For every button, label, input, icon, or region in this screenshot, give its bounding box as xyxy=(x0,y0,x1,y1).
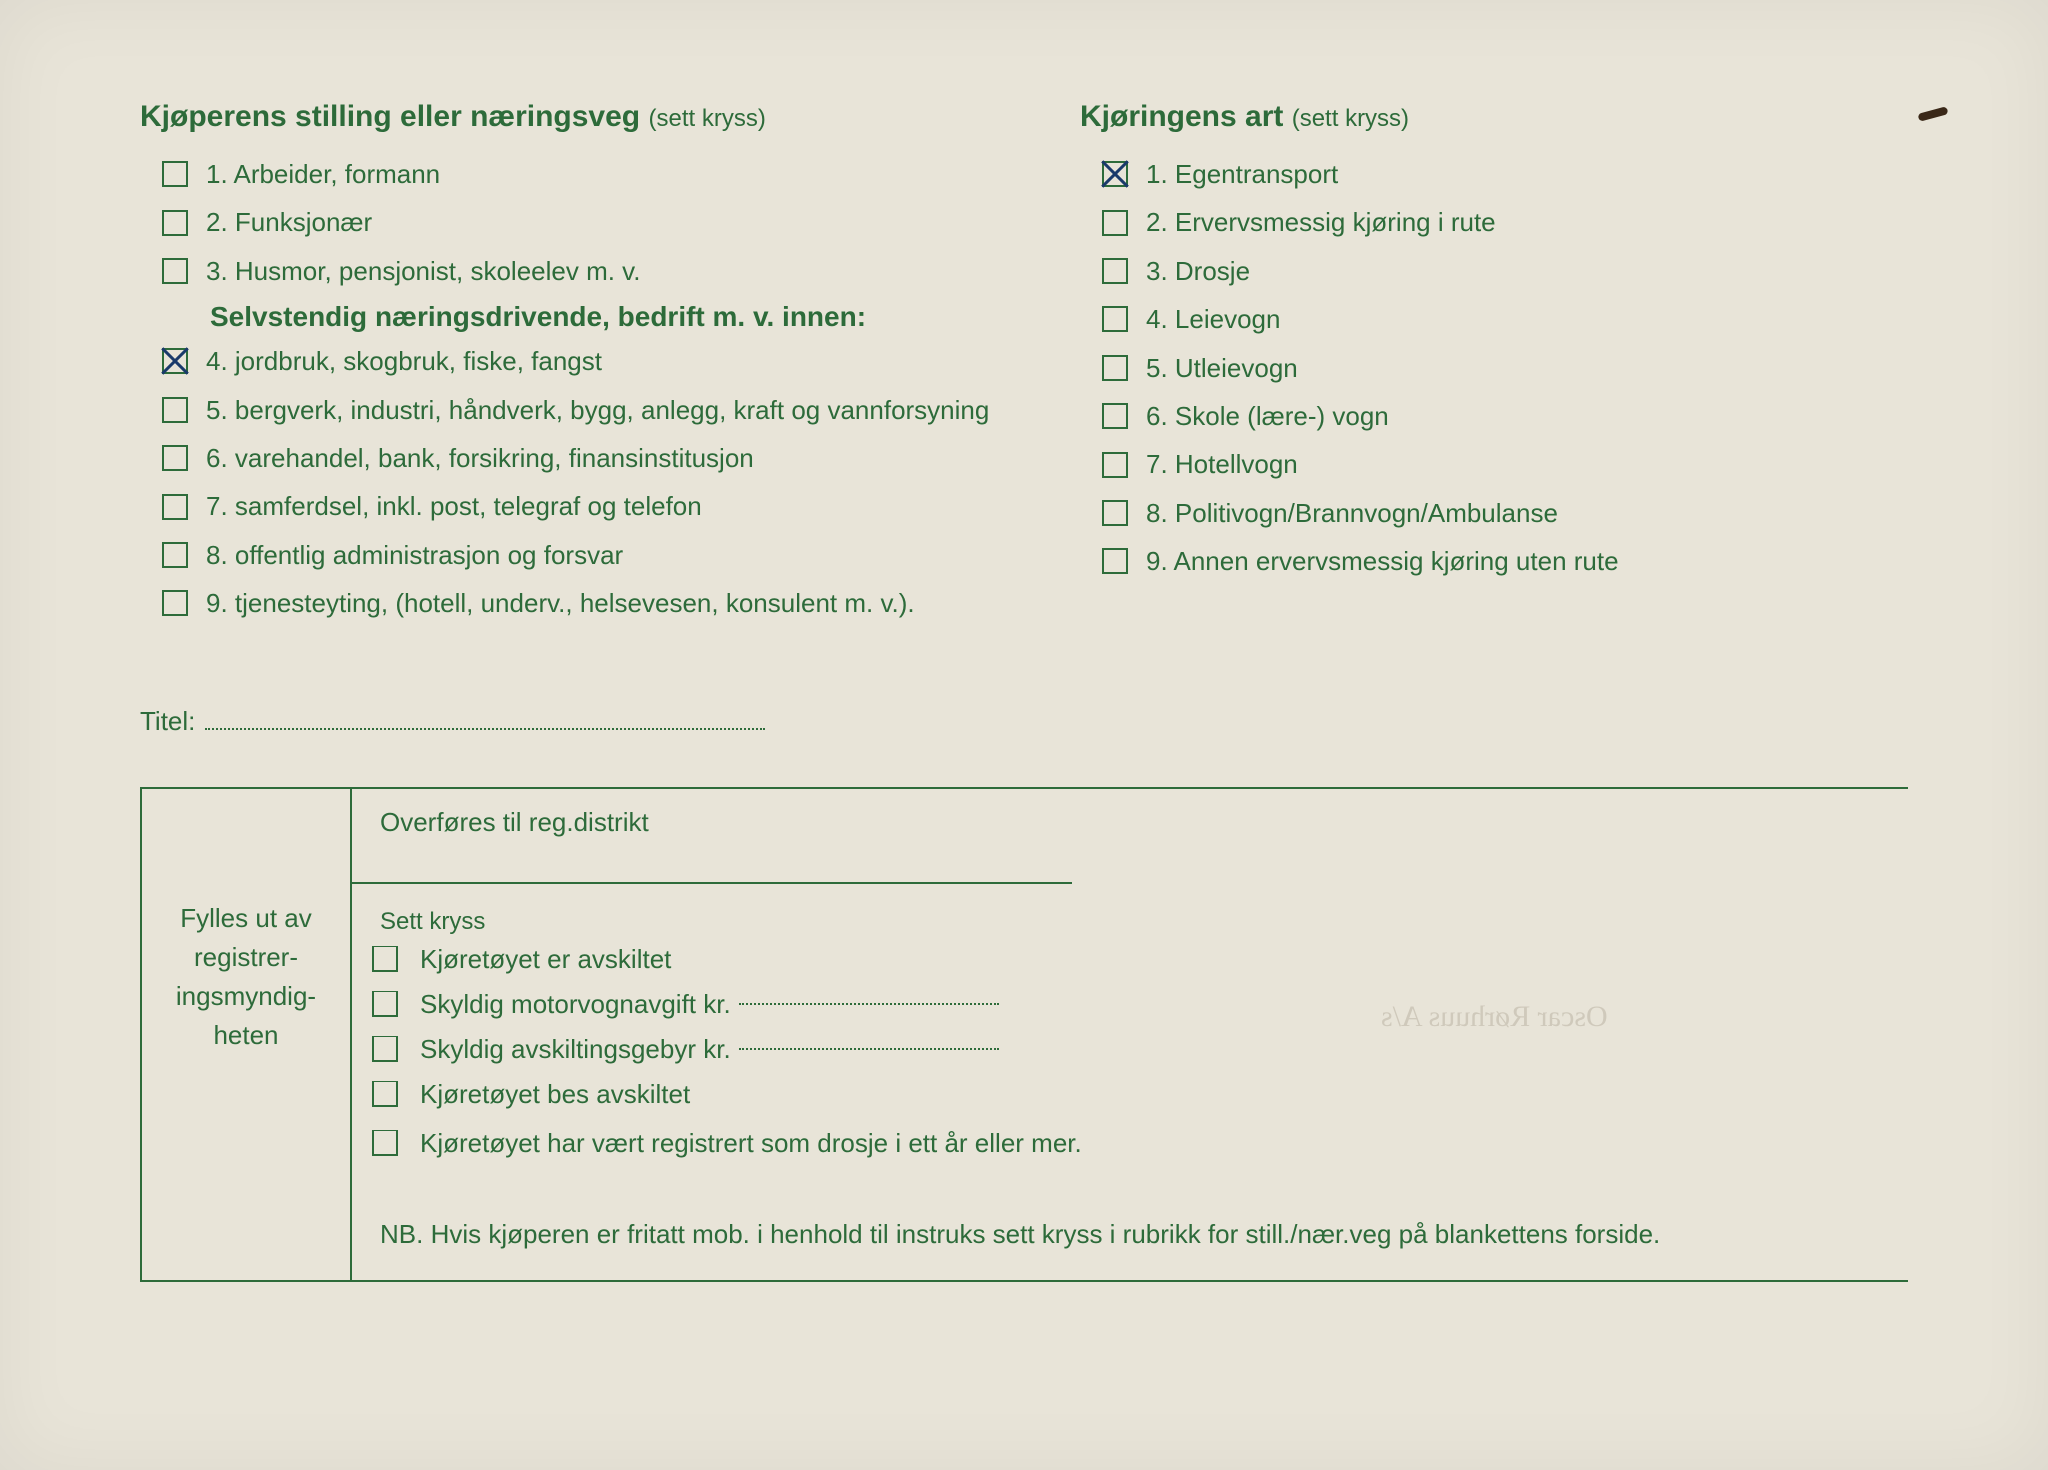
checkbox-label: 2. Funksjonær xyxy=(206,204,372,240)
admin-checkbox-label: Skyldig avskiltingsgebyr kr. xyxy=(420,1034,731,1065)
checkbox[interactable] xyxy=(1102,548,1128,574)
checkbox[interactable] xyxy=(1102,355,1128,381)
checkbox-label: 8. offentlig administrasjon og forsvar xyxy=(206,537,623,573)
checkbox-row: 1. Arbeider, formann xyxy=(140,156,1020,192)
admin-checkbox-label: Kjøretøyet har vært registrert som drosj… xyxy=(420,1128,1082,1159)
checkbox-row: 4. Leievogn xyxy=(1080,301,1908,337)
bleed-through-text: Oscar Rørhuus A/s xyxy=(1381,1000,1608,1034)
titel-label: Titel: xyxy=(140,706,195,737)
left-title-text: Kjøperens stilling eller næringsveg xyxy=(140,100,640,133)
admin-box: Fylles ut av registrer-ingsmyndig-heten … xyxy=(140,787,1908,1280)
checkbox-label: 9. Annen ervervsmessig kjøring uten rute xyxy=(1146,543,1619,579)
titel-row: Titel: xyxy=(140,704,1908,737)
admin-checkbox-row: Kjøretøyet er avskiltet xyxy=(372,944,1880,975)
checkbox-label: 7. samferdsel, inkl. post, telegraf og t… xyxy=(206,488,702,524)
checkbox-row: 7. samferdsel, inkl. post, telegraf og t… xyxy=(140,488,1020,524)
right-items: 1. Egentransport 2. Ervervsmessig kjøring… xyxy=(1080,156,1908,580)
checkbox[interactable] xyxy=(1102,500,1128,526)
checkbox[interactable] xyxy=(372,946,398,972)
checkbox-row: 9. tjenesteyting, (hotell, underv., hels… xyxy=(140,585,1020,621)
checkbox[interactable] xyxy=(162,542,188,568)
right-title: Kjøringens art (sett kryss) xyxy=(1080,100,1908,134)
admin-nb-text: NB. Hvis kjøperen er fritatt mob. i henh… xyxy=(352,1193,1908,1280)
fill-in-line[interactable] xyxy=(739,1003,999,1005)
admin-checkbox-row: Skyldig avskiltingsgebyr kr. xyxy=(372,1034,1880,1065)
checkbox-row: 3. Drosje xyxy=(1080,253,1908,289)
checkbox[interactable] xyxy=(162,397,188,423)
checkbox-label: 5. Utleievogn xyxy=(1146,350,1298,386)
admin-bottom-border xyxy=(140,1280,1909,1282)
checkbox[interactable] xyxy=(162,210,188,236)
checkbox-row: 6. Skole (lære-) vogn xyxy=(1080,398,1908,434)
checkbox[interactable] xyxy=(1102,306,1128,332)
checkbox-row: 2. Funksjonær xyxy=(140,204,1020,240)
checkbox[interactable] xyxy=(1102,161,1128,187)
admin-side-label: Fylles ut av registrer-ingsmyndig-heten xyxy=(142,789,352,1280)
left-subtitle: Selvstendig næringsdrivende, bedrift m. … xyxy=(210,301,1020,333)
checkbox-row: 1. Egentransport xyxy=(1080,156,1908,192)
admin-items: Kjøretøyet er avskiltet Skyldig motorvogn… xyxy=(352,944,1908,1193)
fill-in-line[interactable] xyxy=(739,1048,999,1050)
left-column: Kjøperens stilling eller næringsveg (set… xyxy=(140,100,1020,634)
admin-checkbox-label: Kjøretøyet er avskiltet xyxy=(420,944,671,975)
checkbox[interactable] xyxy=(162,494,188,520)
admin-checkbox-label: Kjøretøyet bes avskiltet xyxy=(420,1079,690,1110)
checkbox-label: 5. bergverk, industri, håndverk, bygg, a… xyxy=(206,392,989,428)
checkbox-row: 6. varehandel, bank, forsikring, finansi… xyxy=(140,440,1020,476)
checkbox-label: 3. Husmor, pensjonist, skoleelev m. v. xyxy=(206,253,640,289)
admin-checkbox-row: Skyldig motorvognavgift kr. xyxy=(372,989,1880,1020)
checkbox[interactable] xyxy=(1102,210,1128,236)
checkbox-label: 4. jordbruk, skogbruk, fiske, fangst xyxy=(206,343,602,379)
paper-damage xyxy=(1917,106,1948,121)
left-title: Kjøperens stilling eller næringsveg (set… xyxy=(140,100,1020,134)
left-title-hint: (sett kryss) xyxy=(648,105,765,132)
checkbox[interactable] xyxy=(372,1081,398,1107)
checkbox-label: 8. Politivogn/Brannvogn/Ambulanse xyxy=(1146,495,1558,531)
checkbox[interactable] xyxy=(162,258,188,284)
checkbox-label: 6. Skole (lære-) vogn xyxy=(1146,398,1389,434)
admin-checkbox-label: Skyldig motorvognavgift kr. xyxy=(420,989,731,1020)
checkbox[interactable] xyxy=(162,348,188,374)
checkbox[interactable] xyxy=(1102,452,1128,478)
checkbox-label: 6. varehandel, bank, forsikring, finansi… xyxy=(206,440,754,476)
checkbox-label: 9. tjenesteyting, (hotell, underv., hels… xyxy=(206,585,915,621)
admin-checkbox-row: Kjøretøyet har vært registrert som drosj… xyxy=(372,1128,1880,1159)
checkbox-row: 3. Husmor, pensjonist, skoleelev m. v. xyxy=(140,253,1020,289)
checkbox-row: 5. Utleievogn xyxy=(1080,350,1908,386)
checkbox[interactable] xyxy=(1102,403,1128,429)
checkbox-label: 4. Leievogn xyxy=(1146,301,1280,337)
right-title-hint: (sett kryss) xyxy=(1292,105,1409,132)
checkbox-row: 2. Ervervsmessig kjøring i rute xyxy=(1080,204,1908,240)
left-items-b: 4. jordbruk, skogbruk, fiske, fangst 5. b… xyxy=(140,343,1020,621)
right-column: Kjøringens art (sett kryss) 1. Egentrans… xyxy=(1080,100,1908,634)
checkbox[interactable] xyxy=(162,161,188,187)
columns: Kjøperens stilling eller næringsveg (set… xyxy=(140,100,1908,634)
checkbox[interactable] xyxy=(372,1036,398,1062)
admin-top-label: Overføres til reg.distrikt xyxy=(352,789,1908,852)
form-page: Kjøperens stilling eller næringsveg (set… xyxy=(0,0,2048,1470)
checkbox[interactable] xyxy=(1102,258,1128,284)
right-title-text: Kjøringens art xyxy=(1080,100,1283,133)
checkbox-row: 8. offentlig administrasjon og forsvar xyxy=(140,537,1020,573)
checkbox-row: 8. Politivogn/Brannvogn/Ambulanse xyxy=(1080,495,1908,531)
checkbox-label: 7. Hotellvogn xyxy=(1146,446,1298,482)
checkbox[interactable] xyxy=(162,590,188,616)
checkbox-label: 2. Ervervsmessig kjøring i rute xyxy=(1146,204,1496,240)
checkbox-row: 5. bergverk, industri, håndverk, bygg, a… xyxy=(140,392,1020,428)
admin-sett-label: Sett kryss xyxy=(352,884,1908,944)
titel-input-line[interactable] xyxy=(205,704,765,730)
admin-checkbox-row: Kjøretøyet bes avskiltet xyxy=(372,1079,1880,1110)
checkbox-label: 1. Arbeider, formann xyxy=(206,156,440,192)
admin-right: Overføres til reg.distrikt Sett kryss Kj… xyxy=(352,789,1908,1280)
checkbox-label: 3. Drosje xyxy=(1146,253,1250,289)
checkbox[interactable] xyxy=(162,445,188,471)
left-items-a: 1. Arbeider, formann 2. Funksjonær 3. Husm… xyxy=(140,156,1020,289)
checkbox-row: 7. Hotellvogn xyxy=(1080,446,1908,482)
checkbox-row: 4. jordbruk, skogbruk, fiske, fangst xyxy=(140,343,1020,379)
checkbox[interactable] xyxy=(372,991,398,1017)
checkbox[interactable] xyxy=(372,1130,398,1156)
checkbox-label: 1. Egentransport xyxy=(1146,156,1338,192)
checkbox-row: 9. Annen ervervsmessig kjøring uten rute xyxy=(1080,543,1908,579)
